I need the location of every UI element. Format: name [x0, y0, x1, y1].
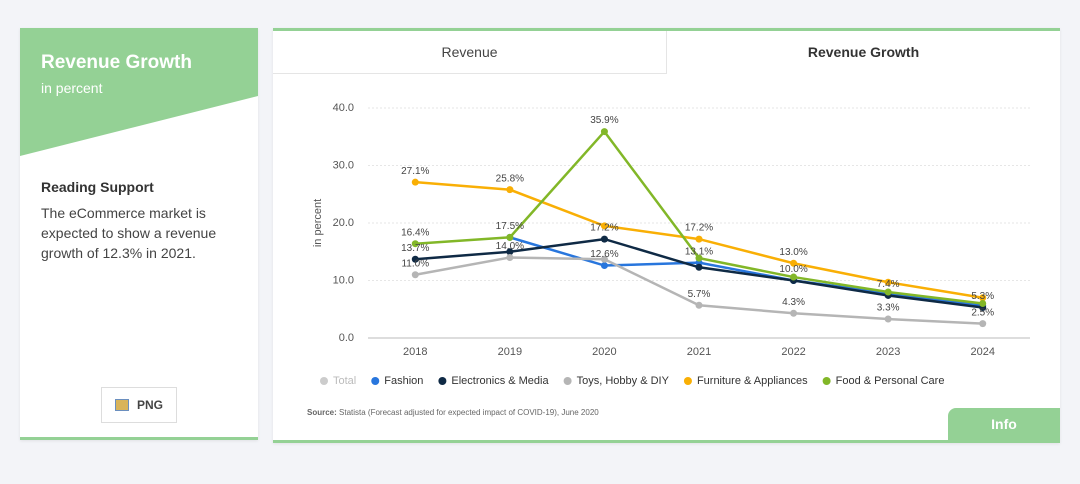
data-point: [411, 178, 419, 186]
data-point: [884, 278, 892, 286]
data-point: [790, 259, 798, 267]
y-tick-label: 40.0: [333, 102, 354, 114]
data-label: 17.5%: [496, 221, 524, 232]
data-label: 13.1%: [685, 246, 713, 257]
data-point: [600, 255, 608, 263]
data-label: 13.0%: [779, 247, 807, 258]
x-tick-label: 2022: [781, 346, 805, 358]
x-tick-label: 2020: [592, 346, 616, 358]
legend-swatch: [563, 377, 572, 385]
png-button[interactable]: PNG: [101, 387, 177, 423]
data-point: [506, 248, 514, 256]
legend-swatch: [438, 377, 447, 385]
legend-label: Furniture & Appliances: [697, 375, 808, 387]
data-point: [411, 255, 419, 263]
data-label: 7.4%: [877, 279, 900, 290]
legend-swatch: [683, 377, 692, 385]
legend-label: Total: [333, 375, 356, 387]
data-point: [790, 273, 798, 281]
data-point: [411, 240, 419, 248]
x-tick-label: 2024: [970, 346, 994, 358]
sidebar-subtitle: in percent: [41, 80, 103, 96]
legend-label: Toys, Hobby & DIY: [577, 375, 670, 387]
data-point: [790, 309, 798, 317]
data-label: 11.0%: [401, 258, 429, 269]
reading-text: The eCommerce market is expected to show…: [41, 205, 217, 261]
data-label: 3.3%: [877, 303, 900, 314]
series-line: [509, 236, 983, 308]
data-point: [600, 235, 608, 243]
data-point: [979, 300, 987, 307]
tab[interactable]: Revenue: [273, 31, 667, 74]
sidebar-header: [20, 28, 258, 156]
data-label: 35.9%: [590, 115, 618, 126]
data-label: 5.3%: [971, 291, 994, 302]
legend-swatch: [822, 377, 831, 385]
png-icon: [114, 399, 129, 411]
y-tick-label: 10.0: [333, 274, 354, 286]
x-tick-label: 2023: [876, 346, 900, 358]
data-label: 17.2%: [685, 223, 713, 234]
png-label: PNG: [136, 398, 163, 412]
data-label: 4.3%: [782, 297, 805, 308]
y-tick-label: 20.0: [333, 217, 354, 229]
legend-label: Electronics & Media: [451, 375, 549, 387]
data-point: [979, 294, 987, 302]
data-point: [411, 271, 419, 279]
reading-heading: Reading Support: [41, 179, 154, 195]
data-label: 25.8%: [496, 173, 524, 184]
source-label: Source:: [307, 408, 337, 417]
info-button[interactable]: Info: [948, 408, 1060, 440]
x-tick-label: 2018: [403, 346, 427, 358]
data-point: [695, 263, 703, 271]
data-point: [695, 254, 703, 262]
data-point: [884, 315, 892, 323]
data-point: [506, 254, 514, 261]
data-label: 5.7%: [688, 289, 711, 300]
y-tick-label: 0.0: [339, 332, 354, 344]
y-tick-label: 30.0: [333, 159, 354, 171]
x-tick-label: 2021: [687, 346, 711, 358]
data-point: [506, 233, 514, 241]
y-axis-label: in percent: [312, 199, 324, 247]
data-point: [695, 235, 703, 243]
sidebar-title: Revenue Growth: [41, 52, 192, 73]
x-tick-label: 2019: [498, 346, 522, 358]
data-label: 12.6%: [590, 249, 618, 260]
data-label: 16.4%: [401, 227, 429, 238]
source: Source: Statista (Forecast adjusted for …: [307, 408, 599, 417]
data-label: 2.5%: [971, 307, 994, 318]
data-label: 10.0%: [779, 264, 807, 275]
data-point: [600, 262, 608, 270]
data-label: 14.0%: [496, 241, 524, 252]
data-point: [600, 222, 608, 230]
data-point: [506, 186, 514, 194]
sidebar: Revenue Growth in percent Reading Suppor…: [20, 28, 258, 440]
data-point: [884, 288, 892, 296]
data-label: 13.7%: [401, 243, 429, 254]
data-point: [600, 128, 608, 136]
legend-swatch: [320, 377, 328, 385]
legend-swatch: [371, 377, 380, 385]
data-point: [979, 320, 987, 328]
legend-label: Fashion: [384, 375, 423, 387]
data-label: 27.1%: [401, 166, 429, 177]
tab-active[interactable]: Revenue Growth: [807, 44, 920, 60]
source-text: Statista (Forecast adjusted for expected…: [339, 408, 599, 417]
series-line: [415, 129, 983, 305]
data-label: 17.2%: [590, 223, 618, 234]
data-point: [695, 301, 703, 309]
legend-label: Food & Personal Care: [836, 375, 945, 387]
